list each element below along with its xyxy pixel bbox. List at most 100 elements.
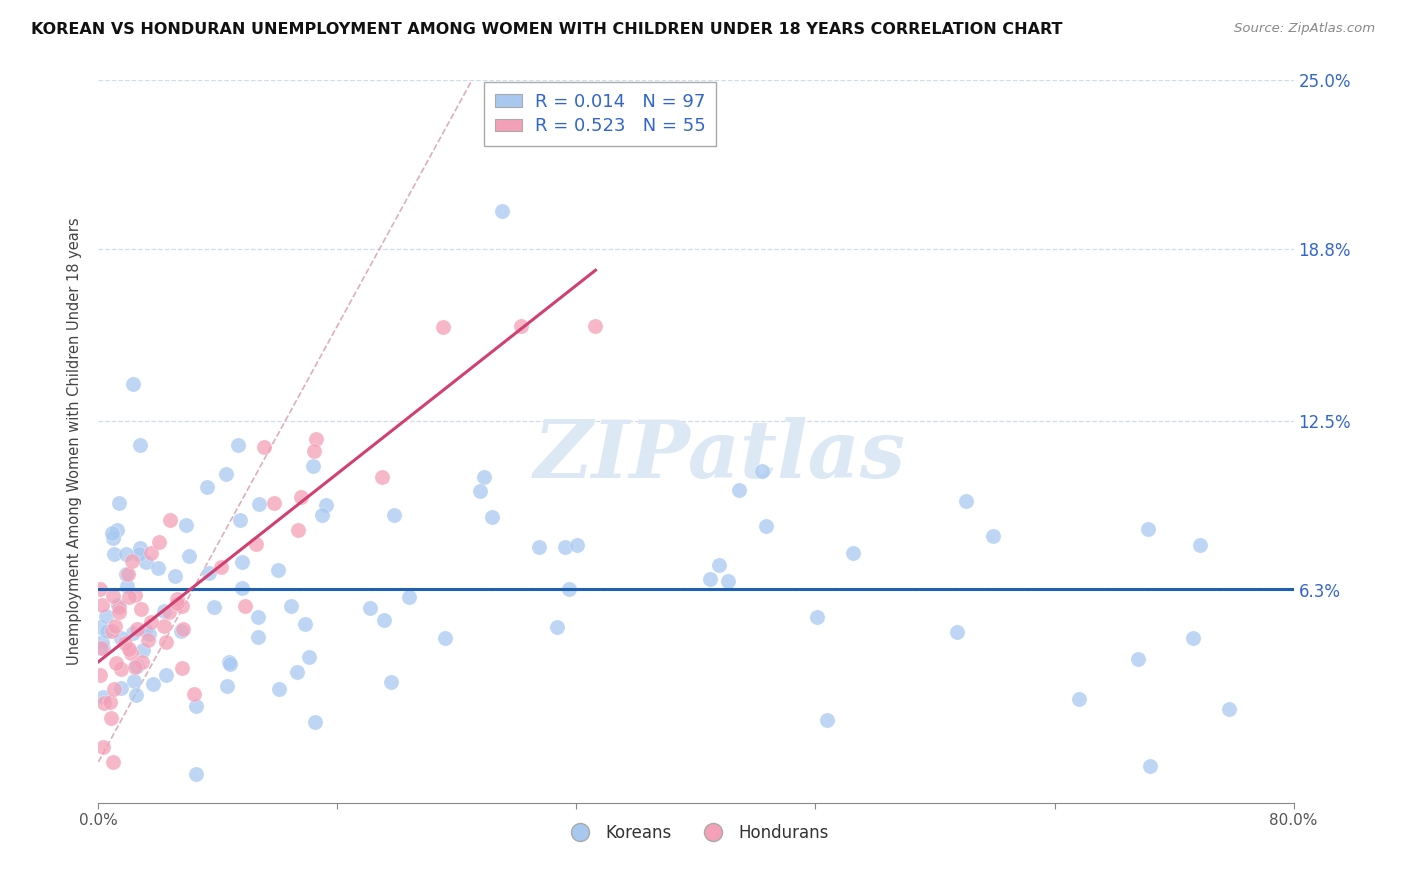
Point [93,696,115,710]
Point [107,598,129,612]
Point [1126,652,1149,666]
Point [166,591,188,606]
Point [101,526,124,541]
Point [380,675,402,690]
Point [172,661,194,675]
Point [135,555,157,569]
Point [103,755,125,769]
Point [202,600,225,615]
Point [125,689,148,703]
Point [699,572,721,586]
Point [253,440,276,454]
Point [184,699,207,714]
Point [91,635,114,649]
Point [170,599,193,613]
Point [110,681,132,695]
Point [294,616,316,631]
Point [122,626,145,640]
Point [1188,537,1211,551]
Point [707,558,730,572]
Point [218,655,240,669]
Point [247,610,270,624]
Point [815,713,838,727]
Point [114,567,136,582]
Point [170,624,193,639]
Point [105,524,128,538]
Point [153,619,176,633]
Point [127,659,149,673]
Point [124,588,146,602]
Point [139,615,162,630]
Point [148,535,170,549]
Point [373,613,395,627]
Point [1067,692,1090,706]
Point [104,619,127,633]
Point [302,444,325,458]
Point [103,548,125,562]
Point [219,657,242,671]
Point [121,376,143,391]
Point [955,493,977,508]
Point [197,566,219,580]
Y-axis label: Unemployment Among Women with Children Under 18 years: Unemployment Among Women with Children U… [67,218,83,665]
Point [290,490,312,504]
Point [124,674,146,689]
Point [89,620,111,634]
Point [110,661,132,675]
Point [177,549,200,564]
Point [287,523,309,537]
Point [946,625,969,640]
Point [481,510,503,524]
Point [159,513,181,527]
Point [183,687,205,701]
Point [247,497,270,511]
Point [717,574,740,588]
Point [91,598,114,612]
Point [304,715,326,730]
Point [311,508,333,522]
Point [370,470,392,484]
Point [267,682,290,697]
Text: ZIPatlas: ZIPatlas [534,417,905,495]
Point [155,668,177,682]
Point [115,579,138,593]
Point [228,513,250,527]
Point [434,631,457,645]
Point [110,631,132,645]
Point [128,548,150,562]
Point [468,484,491,499]
Point [298,650,321,665]
Point [472,470,495,484]
Point [120,647,142,661]
Point [263,496,285,510]
Point [89,582,111,596]
Point [266,562,288,576]
Point [148,561,170,575]
Point [226,438,249,452]
Point [842,546,865,560]
Point [1137,522,1160,536]
Point [90,640,112,655]
Text: KOREAN VS HONDURAN UNEMPLOYMENT AMONG WOMEN WITH CHILDREN UNDER 18 YEARS CORRELA: KOREAN VS HONDURAN UNEMPLOYMENT AMONG WO… [31,22,1063,37]
Point [1182,631,1205,645]
Point [215,680,238,694]
Point [91,690,114,705]
Point [101,624,124,639]
Point [129,602,152,616]
Point [728,483,751,498]
Point [138,627,160,641]
Point [121,554,143,568]
Point [104,657,127,671]
Point [195,480,218,494]
Point [118,642,141,657]
Text: Source: ZipAtlas.com: Source: ZipAtlas.com [1234,22,1375,36]
Point [529,540,551,554]
Point [136,632,159,647]
Point [131,643,153,657]
Point [287,665,309,679]
Point [96,624,118,638]
Point [1218,702,1240,716]
Point [172,622,194,636]
Point [139,546,162,560]
Point [981,529,1004,543]
